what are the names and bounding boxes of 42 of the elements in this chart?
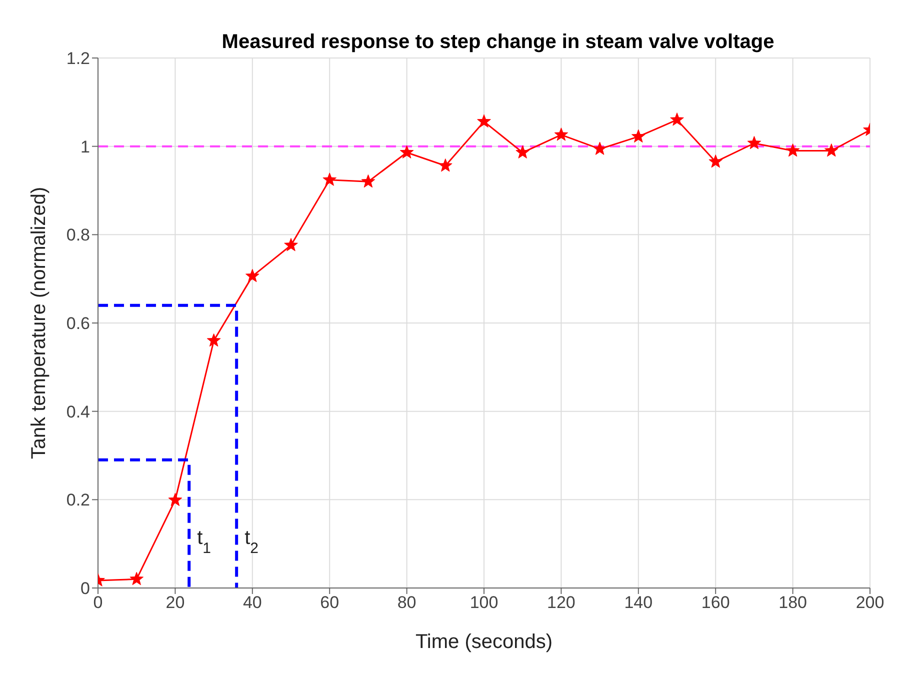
y-tick-label: 0.2: [66, 490, 90, 510]
point: [670, 112, 684, 126]
y-tick-label: 0.8: [66, 226, 90, 245]
point: [631, 129, 646, 143]
y-tick-label: 1.2: [66, 49, 90, 68]
annotation: t$_{1}$: [197, 526, 211, 556]
x-tick-label: 120: [547, 593, 576, 612]
x-axis-title: Time (seconds): [415, 631, 553, 653]
point: [747, 136, 762, 150]
x-tick-label: 160: [701, 593, 730, 612]
y-axis-title: Tank temperature (normalized): [28, 186, 50, 460]
point: [592, 142, 607, 155]
point: [168, 492, 182, 506]
point: [400, 145, 414, 158]
point: [786, 144, 800, 157]
x-tick-label: 80: [397, 593, 416, 612]
point: [554, 128, 568, 141]
chart-title: Measured response to step change in steam valve voltage: [222, 31, 774, 53]
point: [245, 268, 260, 282]
y-tick-label: 0.6: [66, 314, 90, 334]
point: [206, 333, 221, 347]
x-tick-label: 60: [320, 593, 340, 612]
x-tick-label: 20: [166, 593, 185, 612]
x-tick-label: 0: [93, 593, 103, 612]
point: [516, 145, 530, 158]
y-tick-label: 0: [80, 579, 90, 598]
point: [130, 572, 144, 586]
y-tick-label: 0.4: [66, 402, 90, 422]
point: [322, 172, 337, 186]
point: [477, 114, 491, 128]
x-tick-label: 200: [856, 593, 884, 612]
point: [438, 158, 452, 172]
x-tick-label: 180: [778, 593, 807, 612]
annotation: t$_{2}$: [244, 526, 258, 556]
x-tick-label: 100: [470, 593, 498, 612]
x-tick-label: 40: [242, 593, 262, 612]
point: [284, 238, 298, 252]
point: [824, 144, 838, 157]
point: [708, 154, 723, 168]
y-tick-label: 1: [80, 137, 90, 156]
point: [361, 174, 376, 188]
x-tick-label: 140: [624, 593, 653, 612]
